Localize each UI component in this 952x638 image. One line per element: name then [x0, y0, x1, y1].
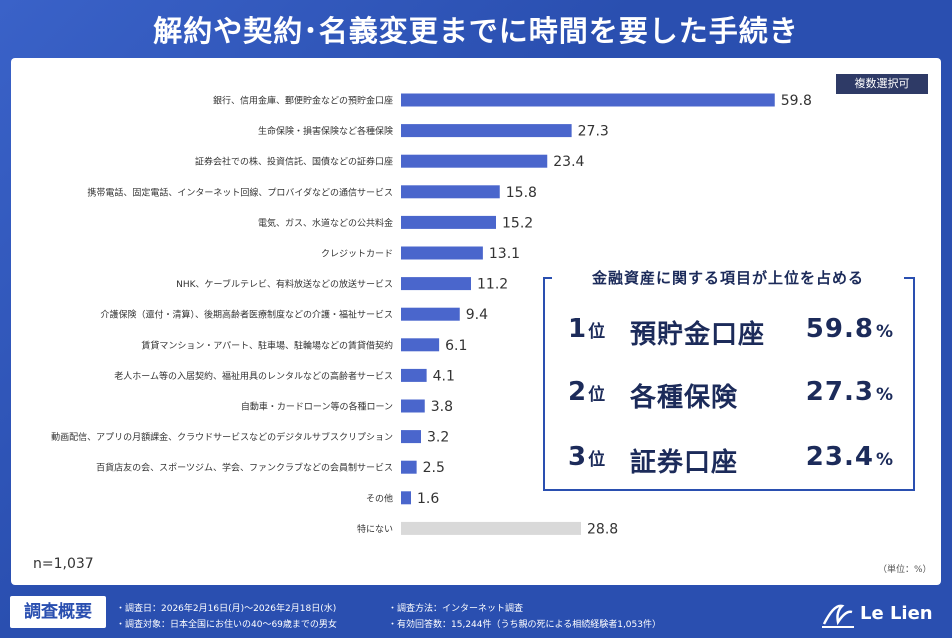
value-label: 13.1: [489, 246, 520, 262]
bar: [401, 246, 483, 260]
bar: [401, 460, 417, 474]
bar: [401, 491, 411, 505]
survey-date: ・調査日：2026年2月16日(月)〜2026年2月18日(水): [116, 604, 337, 614]
value-label: 15.2: [502, 215, 533, 231]
rank-value: 59.8%: [805, 314, 894, 344]
chart-card: [11, 58, 941, 585]
bar: [401, 368, 427, 382]
category-label: 携帯電話、固定電話、インターネット回線、プロバイダなどの通信サービス: [87, 186, 393, 198]
value-label: 9.4: [466, 307, 488, 323]
category-label: NHK、ケーブルテレビ、有料放送などの放送サービス: [176, 278, 393, 290]
category-label: 自動車・カードローン等の各種ローン: [241, 401, 393, 413]
sample-size-label: n=1,037: [33, 556, 94, 572]
value-label: 23.4: [553, 154, 584, 170]
bar: [401, 154, 548, 168]
bar: [401, 430, 421, 444]
value-label: 28.8: [587, 521, 618, 537]
value-label: 3.8: [431, 399, 453, 415]
category-label: 証券会社での株、投資信託、国債などの証券口座: [195, 156, 393, 168]
bar: [401, 399, 425, 413]
page-title: 解約や契約･名義変更までに時間を要した手続き: [153, 14, 799, 48]
rank-name: 預貯金口座: [630, 320, 766, 350]
category-label: 介護保険（還付・清算）、後期高齢者医療制度などの介護・福祉サービス: [100, 309, 393, 321]
rank-value: 23.4%: [805, 442, 894, 472]
unit-label: （単位：%）: [878, 565, 932, 575]
rank-value: 27.3%: [805, 377, 894, 407]
logo: Le Lien: [820, 600, 940, 630]
bar: [401, 338, 440, 352]
category-label: 電気、ガス、水道などの公共料金: [258, 217, 393, 229]
value-label: 2.5: [423, 460, 445, 476]
survey-method: ・調査方法：インターネット調査: [388, 604, 524, 614]
value-label: 1.6: [417, 491, 439, 507]
category-label: クレジットカード: [321, 249, 393, 260]
logo-icon: [822, 604, 854, 628]
survey-responses: ・有効回答数：15,244件（うち親の死による相続経験者1,053件）: [388, 620, 661, 630]
value-label: 6.1: [445, 338, 467, 354]
bar: [401, 215, 496, 229]
rank-name: 証券口座: [630, 448, 739, 478]
rank-name: 各種保険: [630, 383, 739, 413]
bar: [401, 124, 572, 138]
survey-overview-label: 調査概要: [10, 596, 106, 628]
bar: [401, 93, 775, 107]
bar: [401, 521, 581, 535]
logo-text: Le Lien: [860, 603, 933, 624]
multi-select-badge: 複数選択可: [836, 74, 928, 94]
bar: [401, 307, 460, 321]
category-label: 動画配信、アプリの月額課金、クラウドサービスなどのデジタルサブスクリプション: [51, 431, 393, 443]
category-label: 生命保険・損害保険など各種保険: [258, 125, 393, 137]
bar: [401, 185, 500, 199]
category-label: 特にない: [357, 523, 393, 535]
bar: [401, 277, 471, 291]
value-label: 59.8: [781, 93, 812, 109]
value-label: 15.8: [506, 185, 537, 201]
survey-target: ・調査対象：日本全国にお住いの40〜69歳までの男女: [116, 620, 337, 630]
value-label: 27.3: [578, 124, 609, 140]
category-label: 銀行、信用金庫、郵便貯金などの預貯金口座: [213, 95, 393, 107]
category-label: その他: [366, 492, 393, 504]
category-label: 賃貸マンション・アパート、駐車場、駐輪場などの賃貸借契約: [141, 339, 393, 351]
category-label: 老人ホーム等の入居契約、福祉用具のレンタルなどの高齢者サービス: [114, 370, 393, 382]
value-label: 3.2: [427, 430, 449, 446]
category-label: 百貨店友の会、スポーツジム、学会、ファンクラブなどの会員制サービス: [96, 462, 393, 474]
callout-heading: 金融資産に関する項目が上位を占める: [552, 266, 904, 290]
value-label: 11.2: [477, 277, 508, 293]
value-label: 4.1: [433, 368, 455, 384]
